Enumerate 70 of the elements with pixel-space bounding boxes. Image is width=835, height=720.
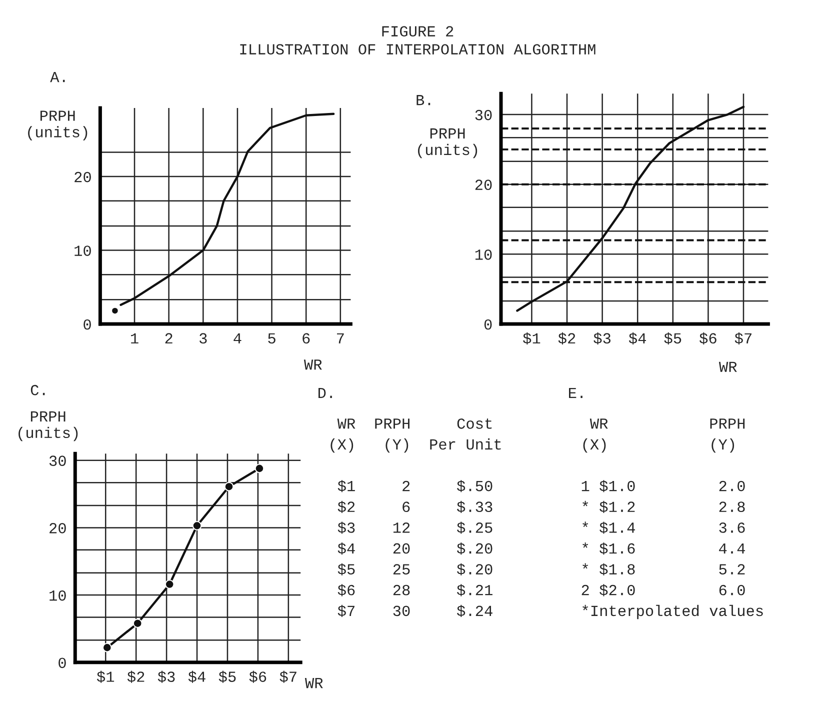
text: $6 28 $.21	[338, 584, 492, 596]
x-tick-label: 3	[200, 333, 207, 344]
y-tick-label: 10	[74, 246, 91, 256]
x-tick-label: $7	[280, 670, 296, 683]
x-tick-label: $4	[188, 670, 206, 683]
text: WR PRPH	[590, 418, 745, 429]
text: (X) (Y) Per Unit	[330, 438, 501, 453]
x-tick-label: $6	[249, 670, 266, 683]
point	[254, 464, 264, 474]
text: $1 2 $.50	[338, 480, 492, 492]
x-tick-label: $2	[558, 332, 576, 344]
y-axis-title: PRPH (units)	[28, 110, 88, 140]
point	[132, 618, 142, 628]
y-tick-label: 20	[74, 172, 91, 182]
x-tick-label: 4	[234, 333, 242, 344]
text: * $1.8 5.2	[582, 563, 745, 576]
y-tick-label: 0	[484, 319, 492, 330]
text: ILLUSTRATION OF INTERPOLATION ALGORITHM	[240, 44, 596, 54]
chart-title: C.	[30, 384, 45, 396]
text: * $1.6 4.4	[582, 542, 745, 555]
x-tick-label: 5	[268, 333, 276, 344]
text: 1 $1.0 2.0	[582, 480, 745, 492]
text: *Interpolated values	[582, 604, 763, 620]
point	[164, 580, 174, 589]
y-tick-label: 10	[50, 590, 66, 601]
text: $5 25 $.20	[338, 563, 492, 576]
x-tick-label: 6	[302, 333, 310, 344]
text: D.	[318, 388, 332, 398]
x-tick-label: $1	[523, 332, 540, 344]
text: $2 6 $.33	[338, 500, 492, 513]
y-tick-label: 0	[84, 319, 91, 330]
text: $3 12 $.25	[338, 522, 492, 534]
text: $7 30 $.24	[338, 604, 492, 617]
text: 2 $2.0 6.0	[582, 584, 745, 596]
chart-title: B.	[416, 95, 430, 106]
y-tick-label: 20	[475, 180, 492, 190]
caption: FIGURE 2	[382, 26, 454, 36]
text: (X) (Y)	[583, 438, 734, 453]
chart-title: A.	[50, 72, 65, 82]
x-tick-label: $3	[594, 332, 610, 344]
x-tick-label: $5	[664, 332, 682, 344]
x-axis-title: WR	[304, 360, 322, 370]
text: * $1.2 2.8	[582, 500, 745, 513]
y-axis-title: PRPH (units)	[18, 411, 78, 442]
text: * $1.4 3.6	[582, 522, 745, 534]
point	[102, 642, 112, 652]
x-tick-label: 2	[165, 333, 172, 344]
x-tick-label: $5	[218, 670, 236, 683]
x-tick-label: $7	[734, 332, 752, 344]
x-tick-label: $3	[158, 670, 175, 683]
point	[192, 520, 202, 530]
line-series	[120, 112, 335, 306]
x-tick-label: $1	[96, 670, 114, 683]
y-axis-title: PRPH (units)	[418, 128, 478, 158]
y-tick-label: 30	[49, 456, 66, 466]
y-tick-label: 10	[475, 250, 492, 260]
x-tick-label: $4	[628, 332, 646, 344]
x-tick-label: 7	[337, 333, 344, 344]
text: $4 20 $.20	[338, 542, 492, 555]
x-tick-label: $2	[127, 670, 144, 683]
point	[224, 482, 234, 492]
text: WR PRPH Cost	[337, 418, 492, 429]
y-tick-label: 30	[475, 110, 492, 120]
y-tick-label: 0	[58, 658, 66, 668]
x-tick-label: $6	[700, 332, 716, 344]
y-tick-label: 20	[50, 523, 66, 534]
x-axis-title: WR	[304, 678, 323, 688]
x-axis-title: WR	[718, 362, 737, 372]
x-tick-label: 1	[131, 333, 138, 344]
text: E.	[569, 388, 582, 398]
